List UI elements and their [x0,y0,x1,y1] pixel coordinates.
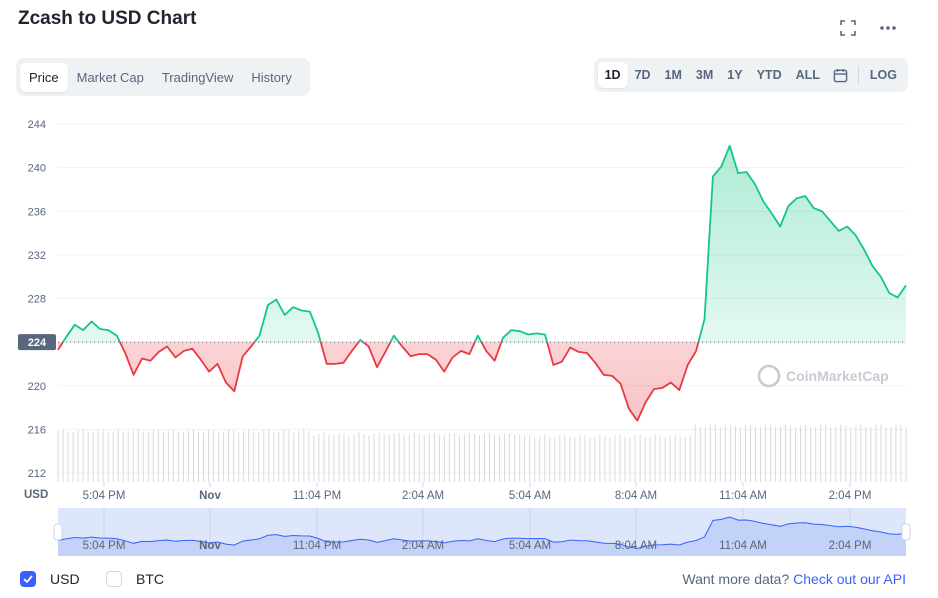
btc-label: BTC [136,571,164,587]
navigator-right-handle[interactable] [901,523,911,541]
x-tick-label: 11:04 AM [719,490,767,502]
more-options-button[interactable] [876,16,900,40]
more-horizontal-icon [880,26,896,30]
api-promo: Want more data? Check out our API [682,571,906,587]
y-axis-unit: USD [24,489,48,501]
x-tick-label: 2:04 AM [402,490,444,502]
btc-checkbox[interactable] [106,571,122,587]
coinmarketcap-watermark: CoinMarketCap [757,364,889,388]
y-tick-label: 240 [28,163,46,175]
price-line-down [57,342,700,422]
x-tick-label: 5:04 PM [83,490,126,502]
btc-toggle[interactable]: BTC [106,571,164,587]
range-divider [857,66,859,84]
tab-market-cap[interactable]: Market Cap [76,69,144,85]
navigator-tick-label: 11:04 AM [719,540,767,552]
page-title: Zcash to USD Chart [18,8,197,29]
navigator-tick-label: 5:04 AM [509,540,551,552]
calendar-icon [833,68,848,82]
usd-label: USD [50,571,80,587]
navigator-tick-label: 5:04 PM [83,540,126,552]
tab-price[interactable]: Price [20,62,68,92]
watermark-logo-icon [757,364,781,388]
log-scale-toggle[interactable]: LOG [869,68,897,82]
navigator-line [57,516,907,550]
price-line-up [61,144,907,343]
navigator-tick-label: Nov [199,540,221,552]
check-icon [23,575,33,583]
usd-toggle[interactable]: USD [20,571,80,587]
x-tick-label: Nov [199,490,221,502]
chart-type-tabs: Price Market Cap TradingView History [16,58,310,96]
date-range-button[interactable] [827,64,854,87]
price-chart[interactable]: 212 216 220 228 232 236 240 244 224 CoinMarketCap… [0,100,938,562]
navigator-tick-label: 2:04 AM [402,540,444,552]
usd-checkbox[interactable] [20,571,36,587]
range-1y[interactable]: 1Y [727,68,743,82]
area-above-baseline [58,145,906,343]
y-tick-label: 228 [28,294,46,306]
navigator-area [58,517,906,556]
navigator-tick-label: 8:04 AM [615,540,657,552]
tab-tradingview[interactable]: TradingView [161,69,234,85]
y-tick-label: 216 [28,424,46,436]
range-1m[interactable]: 1M [664,68,682,82]
baseline-label: 224 [28,337,47,349]
range-all[interactable]: ALL [795,68,820,82]
x-tick-label: 2:04 PM [829,490,872,502]
navigator-tick-label: 2:04 PM [829,540,872,552]
y-tick-label: 220 [28,381,46,393]
api-link[interactable]: Check out our API [793,571,906,587]
baseline-badge [18,334,56,351]
y-tick-label: 236 [28,206,46,218]
y-tick-label: 232 [28,250,46,262]
range-ytd[interactable]: YTD [756,68,782,82]
range-3m[interactable]: 3M [695,68,714,82]
time-range-selector: 1D 7D 1M 3M 1Y YTD ALL LOG [593,58,908,92]
y-tick-label: 212 [28,468,46,480]
fullscreen-button[interactable] [836,16,860,40]
watermark-text: CoinMarketCap [786,368,889,384]
range-1d[interactable]: 1D [597,62,628,88]
x-tick-label: 11:04 PM [293,490,341,502]
x-tick-label: 8:04 AM [615,490,657,502]
api-promo-text: Want more data? [682,571,790,587]
expand-icon [840,20,856,36]
y-tick-label: 244 [28,119,46,131]
tab-history[interactable]: History [251,69,292,85]
range-7d[interactable]: 7D [634,68,651,82]
navigator-tick-label: 11:04 PM [293,540,341,552]
area-below-baseline [58,342,906,421]
x-tick-label: 5:04 AM [509,490,551,502]
navigator-left-handle[interactable] [53,523,63,541]
